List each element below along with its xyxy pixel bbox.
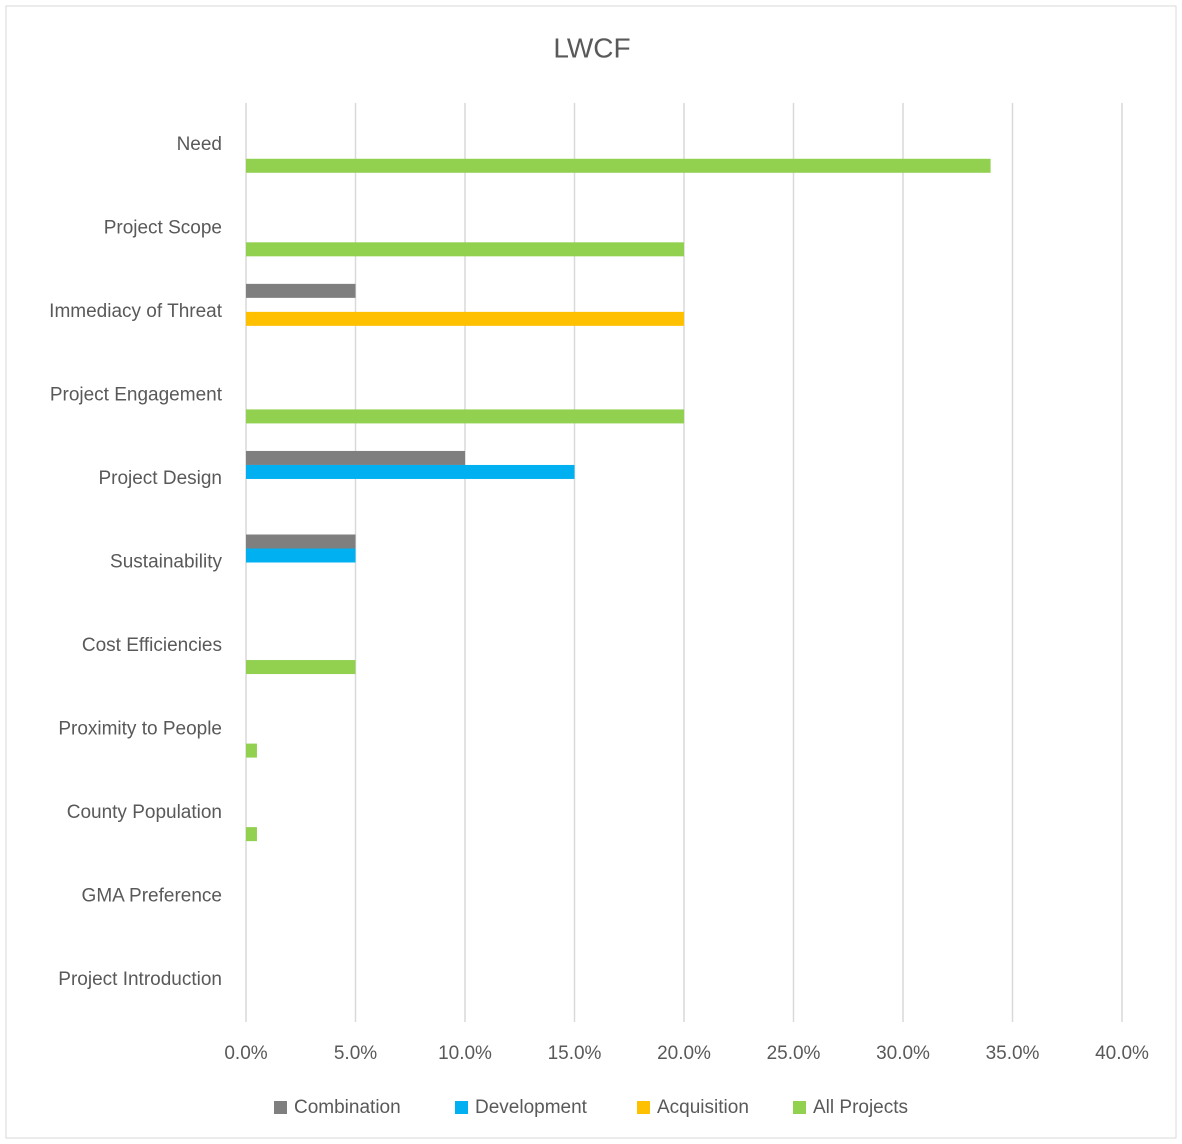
y-tick-label: County Population bbox=[67, 802, 222, 823]
x-tick-label: 5.0% bbox=[334, 1043, 377, 1064]
x-tick-label: 25.0% bbox=[767, 1043, 821, 1064]
y-tick-label: Need bbox=[177, 134, 222, 155]
legend-label: Acquisition bbox=[657, 1097, 749, 1118]
y-tick-label: Immediacy of Threat bbox=[49, 301, 223, 322]
y-tick-label: Cost Efficiencies bbox=[82, 635, 222, 656]
x-tick-label: 15.0% bbox=[548, 1043, 602, 1064]
bar bbox=[246, 534, 356, 549]
legend-swatch bbox=[455, 1101, 468, 1114]
bar bbox=[246, 660, 356, 675]
y-tick-label: Project Introduction bbox=[58, 969, 222, 990]
legend-label: Combination bbox=[294, 1097, 401, 1118]
bar bbox=[246, 242, 684, 257]
y-tick-label: Project Scope bbox=[104, 217, 222, 238]
y-tick-label: Project Design bbox=[98, 468, 222, 489]
bar bbox=[246, 464, 575, 479]
x-tick-label: 0.0% bbox=[224, 1043, 267, 1064]
bar bbox=[246, 409, 684, 424]
legend-label: Development bbox=[475, 1097, 588, 1118]
legend-swatch bbox=[274, 1101, 287, 1114]
bar bbox=[246, 283, 356, 298]
y-tick-label: Project Engagement bbox=[50, 384, 223, 405]
y-tick-label: Proximity to People bbox=[58, 719, 222, 740]
bar bbox=[246, 827, 257, 842]
x-tick-label: 30.0% bbox=[876, 1043, 930, 1064]
chart-title: LWCF bbox=[553, 32, 630, 63]
x-tick-label: 20.0% bbox=[657, 1043, 711, 1064]
bar bbox=[246, 450, 465, 465]
x-tick-label: 10.0% bbox=[438, 1043, 492, 1064]
bar bbox=[246, 311, 684, 326]
legend-swatch bbox=[793, 1101, 806, 1114]
bar bbox=[246, 158, 991, 173]
chart-border bbox=[5, 5, 1177, 1139]
x-tick-label: 35.0% bbox=[986, 1043, 1040, 1064]
y-tick-label: Sustainability bbox=[110, 552, 222, 573]
legend-label: All Projects bbox=[813, 1097, 908, 1118]
bar bbox=[246, 548, 356, 563]
legend-swatch bbox=[637, 1101, 650, 1114]
x-tick-label: 40.0% bbox=[1095, 1043, 1149, 1064]
y-tick-label: GMA Preference bbox=[82, 886, 222, 907]
bar bbox=[246, 743, 257, 758]
